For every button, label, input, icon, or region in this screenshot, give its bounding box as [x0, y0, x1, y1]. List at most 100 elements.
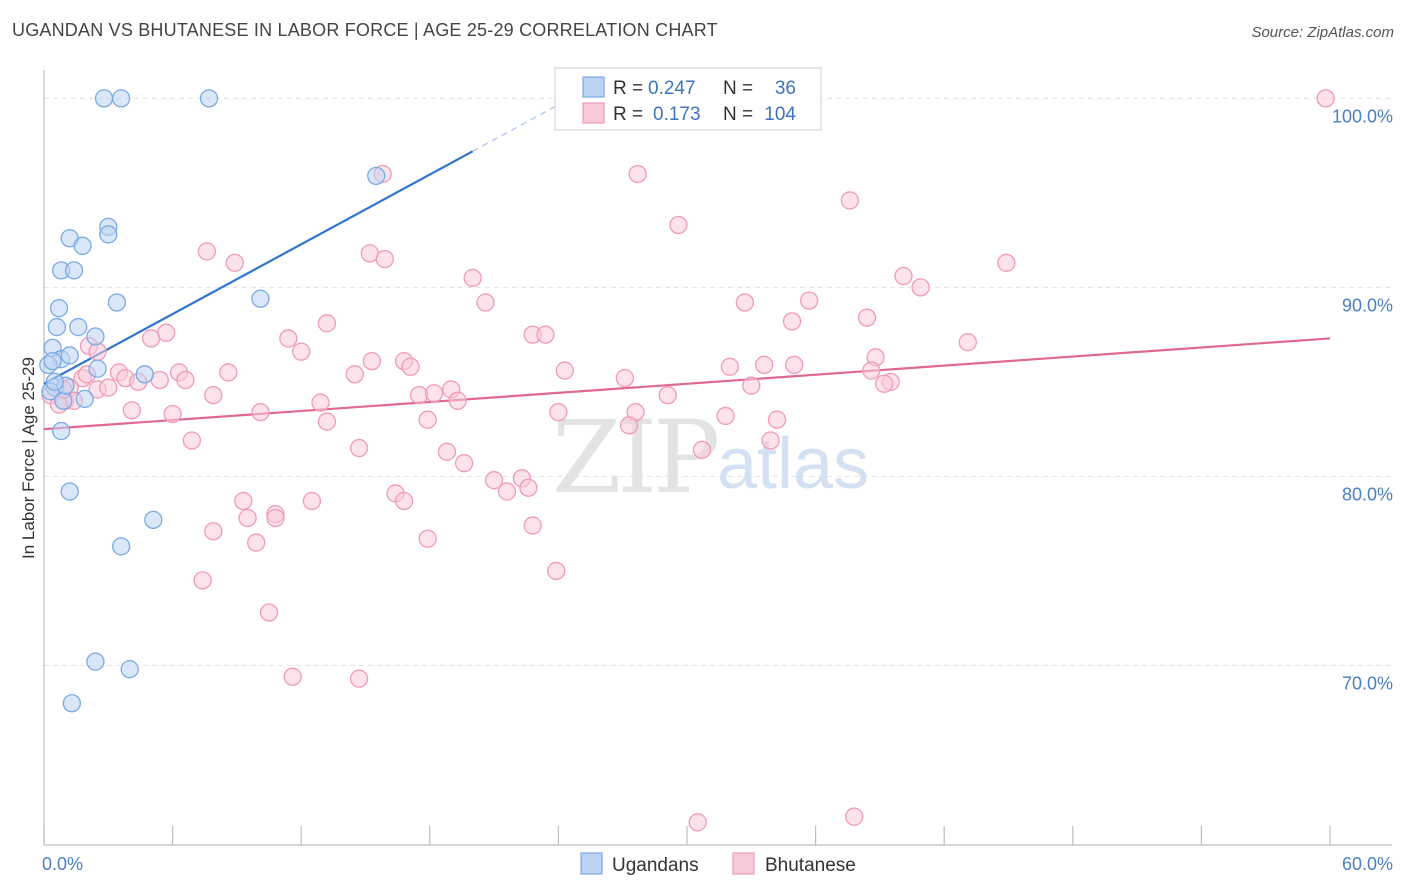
ugandans-point: [120, 660, 139, 679]
bhutanese-point: [204, 385, 223, 405]
bhutanese-point: [628, 164, 647, 184]
bhutanese-r-label: R =: [613, 104, 643, 125]
bhutanese-point: [958, 333, 977, 352]
y-tick-label: 80.0%: [1342, 484, 1393, 504]
bhutanese-point: [362, 351, 382, 371]
bhutanese-point: [862, 361, 881, 380]
bhutanese-n-label: N =: [723, 104, 753, 125]
ugandans-point: [86, 327, 105, 346]
legend-bhutanese-swatch: [732, 852, 755, 875]
bhutanese-point: [345, 365, 364, 384]
bhutanese-point: [259, 603, 279, 622]
bhutanese-point: [857, 308, 877, 327]
ugandans-point: [69, 317, 88, 337]
bhutanese-point: [182, 431, 202, 450]
ugandans-point: [60, 346, 79, 365]
bhutanese-point: [845, 807, 864, 826]
legend-bhutanese-label: Bhutanese: [765, 855, 856, 876]
ugandans-point: [64, 261, 84, 280]
ugandans-point: [135, 365, 154, 384]
bhutanese-point: [911, 278, 930, 297]
bhutanese-point: [349, 438, 369, 458]
ugandans-point: [99, 225, 118, 244]
bhutanese-point: [840, 191, 860, 210]
bhutanese-point: [782, 312, 802, 331]
stats-legend: R = 0.247 N = 36 R = 0.173 N = 104: [554, 67, 822, 131]
bhutanese-point: [767, 410, 787, 429]
bhutanese-point: [619, 416, 639, 435]
bhutanese-swatch: [582, 102, 605, 124]
bhutanese-point: [251, 402, 270, 422]
ugandans-point: [94, 89, 114, 108]
bhutanese-point: [735, 293, 755, 312]
bhutanese-point: [785, 355, 804, 375]
bhutanese-point: [476, 293, 495, 312]
bhutanese-point: [800, 291, 819, 310]
bhutanese-point: [742, 376, 761, 395]
bhutanese-point: [279, 329, 298, 348]
ugandans-point: [75, 389, 94, 409]
ugandans-point: [60, 482, 79, 501]
bhutanese-point: [401, 357, 420, 376]
y-tick-label: 100.0%: [1332, 106, 1393, 126]
bhutanese-point: [142, 329, 161, 348]
bhutanese-point: [755, 355, 774, 375]
ugandans-r-label: R =: [613, 78, 643, 99]
ugandans-point: [49, 299, 69, 318]
ugandans-point: [51, 421, 71, 441]
bhutanese-point: [463, 268, 482, 288]
bhutanese-point: [555, 361, 574, 380]
ugandans-point: [199, 89, 219, 108]
bhutanese-point: [176, 370, 195, 390]
axes: [43, 70, 1392, 846]
bhutanese-point: [204, 522, 223, 541]
ugandans-point: [112, 537, 131, 556]
y-axis-label: In Labor Force | Age 25-29: [19, 357, 38, 559]
x-tick-label-min: 0.0%: [42, 854, 83, 874]
ugandans-point: [367, 166, 386, 186]
bhutanese-point: [292, 342, 311, 361]
bhutanese-point: [99, 378, 118, 397]
x-tick-labels: 0.0% 60.0%: [42, 854, 1393, 874]
bhutanese-point: [375, 249, 394, 269]
ugandans-trend-extension: [472, 98, 570, 152]
bhutanese-point: [234, 491, 253, 511]
bhutanese-point: [448, 391, 467, 410]
ugandans-point: [251, 289, 270, 308]
bhutanese-point: [997, 253, 1016, 272]
ugandans-point: [43, 351, 62, 371]
legend-ugandans-label: Ugandans: [612, 855, 699, 876]
ugandans-point: [62, 694, 82, 713]
bhutanese-point: [523, 516, 542, 535]
bhutanese-point: [302, 491, 322, 511]
ugandans-n-value: 36: [775, 78, 796, 99]
ugandans-point: [88, 359, 107, 378]
bhutanese-point: [437, 442, 457, 461]
bhutanese-point: [454, 454, 474, 473]
source-label: Source: ZipAtlas.com: [1251, 24, 1394, 41]
bhutanese-point: [658, 385, 677, 405]
bhutanese-point: [317, 412, 337, 431]
y-tick-label: 90.0%: [1342, 295, 1393, 315]
ugandans-point: [47, 317, 67, 337]
bhutanese-point: [266, 508, 285, 528]
bhutanese-point: [349, 669, 369, 688]
legend-ugandans-swatch: [580, 852, 603, 875]
bhutanese-point: [761, 431, 780, 450]
bhutanese-point: [418, 529, 437, 548]
bhutanese-point: [519, 478, 538, 497]
bhutanese-point: [283, 667, 302, 686]
series-legend: Ugandans Bhutanese: [580, 852, 856, 876]
chart-title: UGANDAN VS BHUTANESE IN LABOR FORCE | AG…: [12, 20, 718, 40]
bhutanese-point: [247, 533, 266, 552]
ugandans-point: [45, 372, 64, 392]
bhutanese-point: [894, 266, 913, 286]
bhutanese-point: [688, 813, 707, 832]
bhutanese-point: [549, 402, 568, 422]
ugandans-point: [144, 510, 163, 530]
bhutanese-point: [394, 491, 414, 511]
ugandans-point: [112, 89, 131, 108]
bhutanese-point: [409, 385, 429, 405]
ugandans-point: [86, 652, 105, 671]
